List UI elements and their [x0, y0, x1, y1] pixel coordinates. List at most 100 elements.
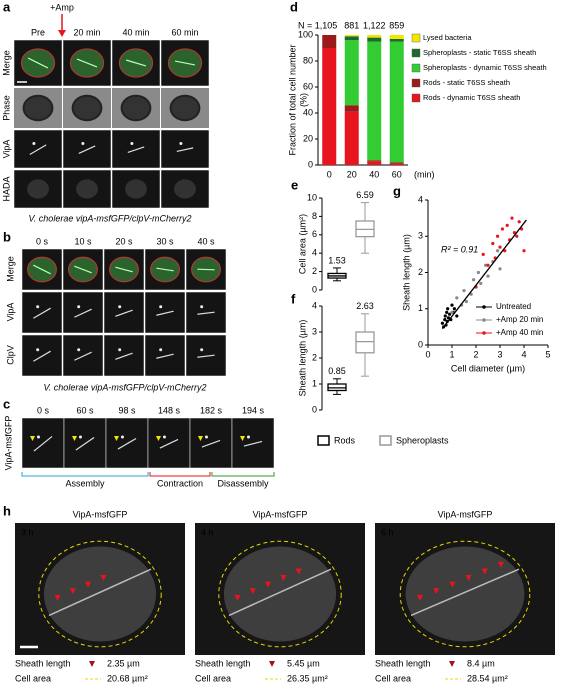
- sheath: [27, 57, 49, 69]
- point: [450, 303, 454, 307]
- panel-label: b: [3, 229, 11, 244]
- y-tick-label: 4: [312, 248, 317, 258]
- focus: [159, 348, 163, 352]
- sheath: [115, 352, 133, 360]
- median-label: 6.59: [356, 190, 374, 200]
- y-tick-label: 4: [418, 194, 423, 204]
- micrograph: [62, 334, 104, 377]
- legend-label: Spheroplasts - dynamic T6SS sheath: [423, 63, 547, 72]
- legend-swatch: [317, 435, 330, 446]
- cell-glow: [223, 546, 337, 642]
- trend-line: [441, 219, 527, 330]
- median-label: 0.85: [328, 366, 346, 376]
- legend-swatch: [411, 93, 421, 103]
- y-tick-label: 100: [298, 29, 313, 39]
- sheath-marker: [449, 581, 456, 588]
- y-tick-label: 0: [308, 159, 313, 169]
- point: [440, 321, 444, 325]
- y-tick-label: 8: [312, 211, 317, 221]
- row-label: VipA-msfGFP: [3, 416, 13, 471]
- legend-value: 26.35 µm²: [287, 673, 328, 683]
- focus: [118, 305, 122, 309]
- sheath-marker: [417, 594, 423, 601]
- focus: [118, 348, 122, 352]
- sheath: [125, 59, 147, 67]
- y-axis-label: Sheath length (µm): [401, 234, 411, 311]
- sheath: [410, 568, 520, 617]
- point: [498, 245, 502, 249]
- cell: [22, 94, 54, 122]
- point: [510, 216, 514, 220]
- annotation: 1,122: [363, 20, 386, 30]
- legend-value: 28.54 µm²: [467, 673, 508, 683]
- sheath: [228, 568, 332, 617]
- y-tick-label: 4: [312, 300, 317, 310]
- legend-value: 20.68 µm²: [107, 673, 148, 683]
- cell-glow: [27, 179, 49, 199]
- column-label: 60 s: [76, 405, 94, 415]
- point: [476, 270, 480, 275]
- cell-outline: [38, 540, 162, 648]
- point: [522, 249, 526, 253]
- point: [464, 299, 468, 304]
- column-label: 182 s: [200, 405, 223, 415]
- sheath: [174, 60, 196, 66]
- panel-label: d: [290, 0, 298, 14]
- bar-segment: [344, 35, 359, 37]
- median-label: 2.63: [356, 301, 374, 311]
- sheath-marker: [498, 561, 504, 568]
- phase-label: Assembly: [65, 478, 105, 488]
- point: [443, 314, 447, 318]
- annotation: 859: [389, 20, 404, 30]
- phase-bracket: [211, 472, 275, 477]
- cell-outline: [399, 540, 531, 648]
- median-label: 1.53: [328, 255, 346, 265]
- point: [505, 223, 509, 227]
- cell-glow: [76, 179, 98, 199]
- arrowhead-marker: [198, 436, 203, 441]
- image-title: VipA-msfGFP: [253, 509, 308, 519]
- sheath: [197, 354, 215, 358]
- sheath: [201, 439, 221, 448]
- x-tick-label: 0: [425, 349, 430, 359]
- focus: [200, 348, 204, 352]
- bar-segment: [389, 162, 404, 164]
- x-tick-label: 2: [473, 349, 478, 359]
- column-label: 0 s: [37, 405, 50, 415]
- arrowhead-marker: [240, 436, 245, 441]
- sheath: [33, 435, 53, 452]
- focus: [120, 435, 124, 439]
- point: [452, 307, 456, 311]
- micrograph: [185, 334, 227, 377]
- bar-segment: [367, 37, 382, 42]
- x-tick-label: 20: [347, 169, 357, 179]
- y-axis-label: Cell area (µm²): [297, 214, 307, 274]
- time-label: 3 h: [21, 527, 34, 537]
- point: [448, 312, 452, 316]
- bar-segment: [344, 111, 359, 165]
- row-label: VipA: [5, 303, 15, 322]
- focus: [200, 305, 204, 309]
- legend-marker: [89, 661, 95, 667]
- point: [515, 234, 519, 238]
- sheath: [76, 58, 98, 68]
- column-label: 10 s: [74, 236, 92, 246]
- sheath: [197, 311, 215, 315]
- micrograph: [160, 129, 210, 169]
- sheath: [75, 436, 95, 451]
- annotation: R² = 0.91: [441, 244, 478, 254]
- column-label: 0 s: [36, 236, 49, 246]
- sheath: [159, 438, 179, 449]
- focus: [179, 142, 183, 146]
- sheath-marker: [234, 594, 241, 601]
- legend-swatch: [411, 33, 421, 43]
- phase-bracket: [21, 472, 149, 477]
- legend-label: Cell area: [15, 673, 51, 683]
- column-label: Pre: [31, 27, 45, 37]
- point: [486, 263, 490, 267]
- column-label: 20 min: [73, 27, 100, 37]
- sheath: [156, 267, 174, 272]
- row-label: HADA: [1, 176, 11, 201]
- y-tick-label: 20: [303, 133, 313, 143]
- sheath: [156, 310, 174, 316]
